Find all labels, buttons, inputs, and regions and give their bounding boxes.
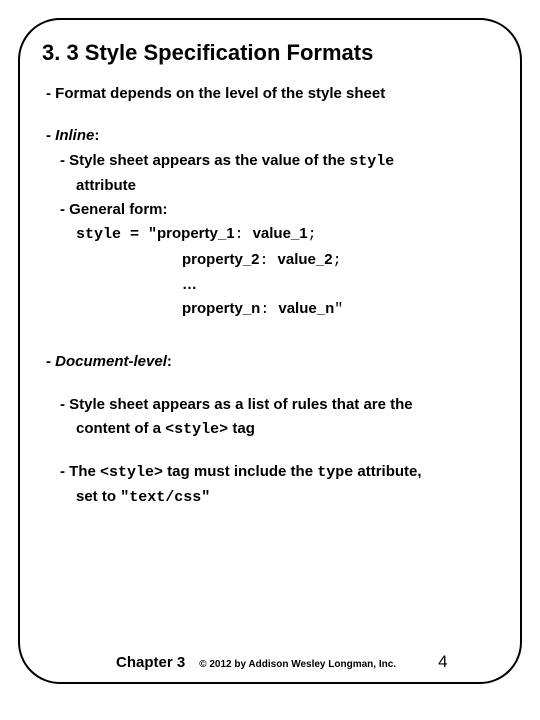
text: tag must include the xyxy=(163,463,317,480)
text: - The xyxy=(60,463,100,480)
slide-frame: 3. 3 Style Specification Formats - Forma… xyxy=(18,18,522,684)
inline-word: Inline xyxy=(55,127,94,144)
text-line: set to "text/css" xyxy=(76,487,498,508)
code-line: style = "property_1: value_1; xyxy=(76,224,498,245)
text: property_1 xyxy=(157,225,235,242)
code: <style> xyxy=(100,464,163,481)
slide-content: - Format depends on the level of the sty… xyxy=(42,84,498,509)
inline-header: - Inline: xyxy=(46,126,498,146)
code: " xyxy=(334,301,343,318)
text-line: - Style sheet appears as the value of th… xyxy=(60,151,498,172)
text-line: - General form: xyxy=(60,200,498,220)
code: ; xyxy=(333,252,342,269)
copyright-text: © 2012 by Addison Wesley Longman, Inc. xyxy=(199,659,396,670)
code: : xyxy=(260,252,278,269)
text: tag xyxy=(228,420,255,437)
text: property_n xyxy=(182,300,260,317)
text-line: content of a <style> tag xyxy=(76,419,498,440)
code: style = " xyxy=(76,226,157,243)
text: attribute, xyxy=(353,463,421,480)
code: "text/css" xyxy=(120,489,210,506)
text: set to xyxy=(76,488,120,505)
code: : xyxy=(260,301,278,318)
text-line: - The <style> tag must include the type … xyxy=(60,462,498,483)
colon: : xyxy=(94,127,99,144)
dash: - xyxy=(46,353,55,370)
code-line: property_2: value_2; xyxy=(182,250,498,271)
code: <style> xyxy=(165,421,228,438)
text-line: - Format depends on the level of the sty… xyxy=(46,84,498,104)
text: value_1 xyxy=(253,225,308,242)
text: property_2 xyxy=(182,251,260,268)
text-line: - Style sheet appears as a list of rules… xyxy=(60,395,498,415)
code: ; xyxy=(308,226,317,243)
slide-title: 3. 3 Style Specification Formats xyxy=(42,40,498,66)
code: style xyxy=(349,153,394,170)
dash: - xyxy=(46,127,55,144)
page-number: 4 xyxy=(438,652,447,672)
code-line: property_n: value_n" xyxy=(182,299,498,320)
text-line: attribute xyxy=(76,176,498,196)
doclevel-header: - Document-level: xyxy=(46,352,498,372)
text: value_n xyxy=(278,300,334,317)
slide-footer: Chapter 3 © 2012 by Addison Wesley Longm… xyxy=(20,652,520,672)
code: : xyxy=(235,226,253,243)
colon: : xyxy=(167,353,172,370)
chapter-label: Chapter 3 xyxy=(116,654,185,671)
text: value_2 xyxy=(278,251,333,268)
doclevel-word: Document-level xyxy=(55,353,167,370)
text: content of a xyxy=(76,420,165,437)
ellipsis: … xyxy=(182,275,498,295)
text: - Style sheet appears as the value of th… xyxy=(60,152,349,169)
code: type xyxy=(317,464,353,481)
